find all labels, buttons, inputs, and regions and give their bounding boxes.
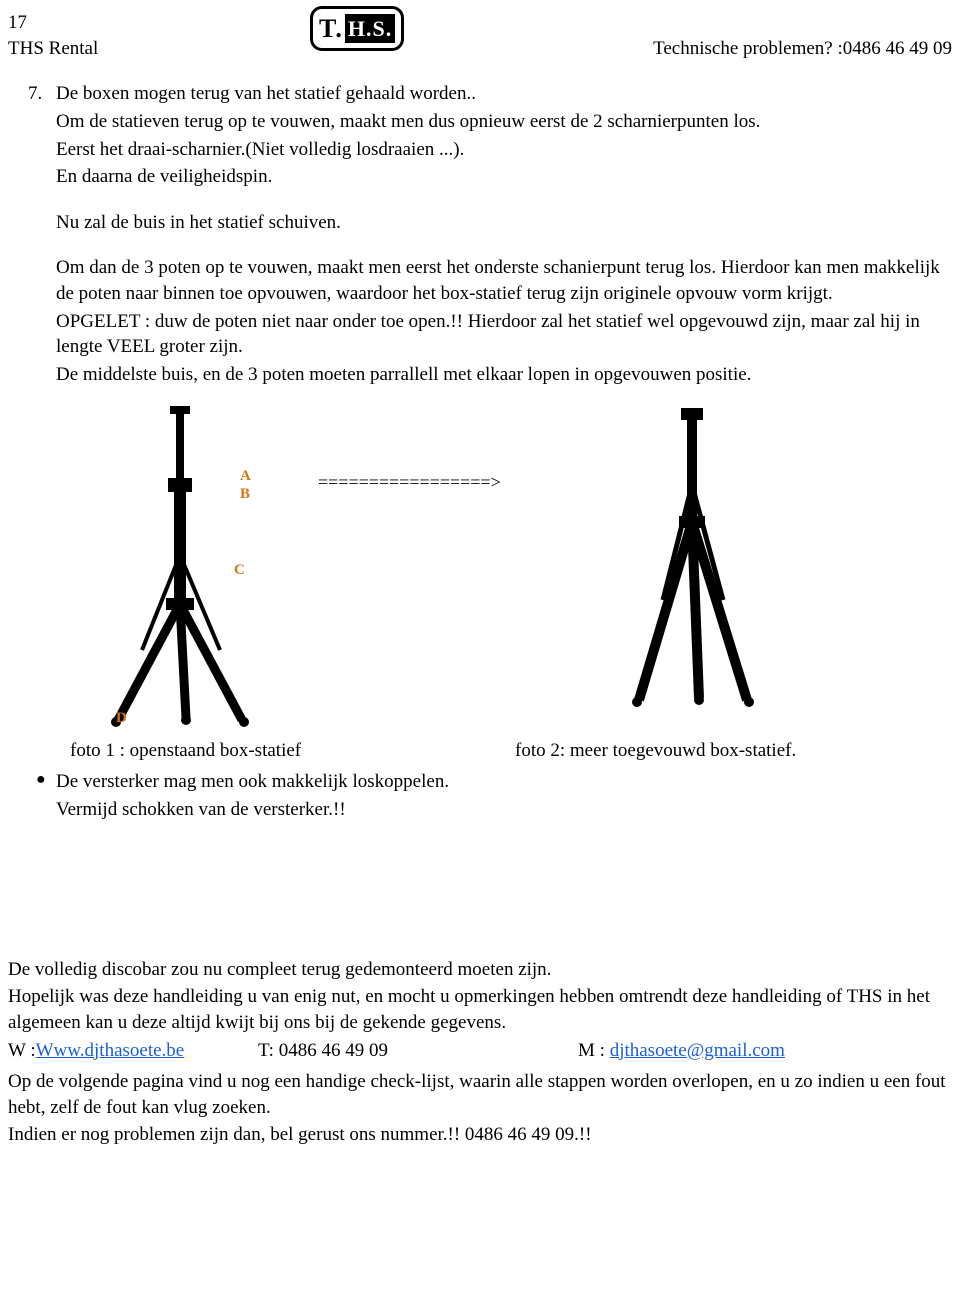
footer-p1: De volledig discobar zou nu compleet ter… [8, 957, 952, 983]
tripod-folded-illustration [551, 400, 831, 710]
para-7: OPGELET : duw de poten niet naar onder t… [56, 309, 952, 360]
label-b: B [240, 484, 250, 504]
logo: T.H.S. [310, 6, 404, 51]
figures-row: A B C D =================> [8, 400, 952, 730]
para-1: De boxen mogen terug van het statief geh… [56, 81, 952, 107]
contact-m-prefix: M : [578, 1040, 610, 1061]
contact-w-prefix: W : [8, 1040, 36, 1061]
header-contact: Technische problemen? :0486 46 49 09 [653, 36, 952, 62]
figure-1-open-tripod: A B C D [8, 400, 298, 730]
item-number: 7. [28, 81, 56, 389]
bullet-line-2: Vermijd schokken van de versterker.!! [56, 797, 952, 823]
logo-hs: H.S. [345, 14, 395, 44]
para-4: En daarna de veiligheidspin. [56, 164, 952, 190]
label-c: C [234, 560, 245, 580]
para-6: Om dan de 3 poten op te vouwen, maakt me… [56, 255, 952, 306]
para-8: De middelste buis, en de 3 poten moeten … [56, 362, 952, 388]
page-number: 17 [8, 10, 952, 36]
figure-2-folded-tripod [551, 400, 831, 710]
arrow-separator: =================> [318, 470, 501, 494]
footer-p2: Hopelijk was deze handleiding u van enig… [8, 984, 952, 1035]
footer-p4: Indien er nog problemen zijn dan, bel ge… [8, 1122, 952, 1148]
para-3: Eerst het draai-scharnier.(Niet volledig… [56, 137, 952, 163]
page-header: THS Rental T.H.S. Technische problemen? … [8, 36, 952, 62]
tripod-open-illustration [8, 400, 298, 730]
logo-t: T. [319, 11, 343, 46]
contact-phone: T: 0486 46 49 09 [258, 1038, 578, 1064]
bullet-line-1: De versterker mag men ook makkelijk losk… [56, 769, 952, 795]
contact-row: W :Www.djthasoete.be T: 0486 46 49 09 M … [8, 1038, 952, 1064]
label-d: D [116, 708, 127, 728]
website-link[interactable]: Www.djthasoete.be [36, 1040, 185, 1061]
para-5: Nu zal de buis in het statief schuiven. [56, 210, 952, 236]
email-link[interactable]: djthasoete@gmail.com [610, 1040, 785, 1061]
bullet-dot-icon: ● [36, 769, 56, 824]
caption-2: foto 2: meer toegevouwd box-statief. [515, 738, 796, 764]
figure-captions: foto 1 : openstaand box-statief foto 2: … [8, 738, 952, 764]
bullet-item: ● De versterker mag men ook makkelijk lo… [8, 769, 952, 824]
footer-p3: Op de volgende pagina vind u nog een han… [8, 1069, 952, 1120]
header-company: THS Rental [8, 36, 98, 62]
instruction-item-7: 7. De boxen mogen terug van het statief … [8, 81, 952, 389]
para-2: Om de statieven terug op te vouwen, maak… [56, 109, 952, 135]
caption-1: foto 1 : openstaand box-statief [70, 738, 515, 764]
